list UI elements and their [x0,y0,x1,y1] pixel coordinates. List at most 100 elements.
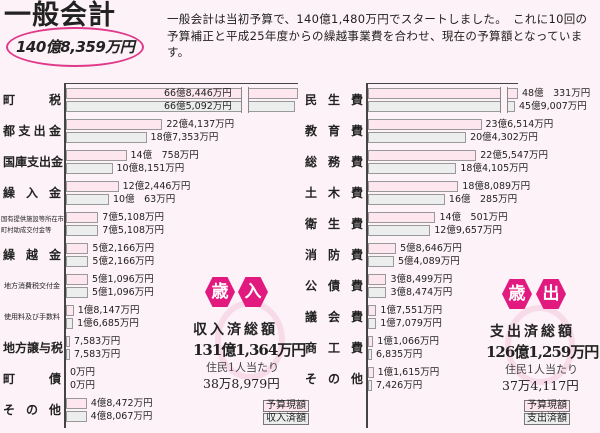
expenditure-per-label: 住民1人当たり [505,363,578,376]
bar-actual [368,225,431,236]
bar-budget [66,398,87,409]
value-label: 6,835万円 [376,349,423,360]
value-label: 5億2,166万円 [92,243,155,254]
bar-actual [368,194,445,205]
category-label: その他 [305,372,375,386]
bar-actual [66,194,110,205]
value-label: 1億8,147万円 [77,305,140,316]
legend-spent: 支出済額 [524,413,570,425]
value-label: 5億8,646万円 [400,243,462,254]
value-label: 22億4,137万円 [166,119,235,130]
expenditure-per-amount: 37万4,117円 [502,378,579,393]
value-label: 1億7,079万円 [380,318,442,329]
category-label: 都支出金 [3,124,65,138]
badge-sai: 歳 [205,277,235,307]
value-label: 7,426万円 [376,380,423,391]
category-label: 地方譲与税 [3,341,64,355]
bar-budget [368,212,436,223]
value-label: 5億4,089万円 [397,256,460,267]
value-label: 14億 501万円 [439,212,508,223]
value-label: 1億1,615万円 [377,367,440,378]
total-amount: 140億8,359万円 [16,38,135,56]
value-label: 23億6,514万円 [485,119,554,130]
bar-budget [368,88,518,99]
bar-actual [368,380,372,391]
bar-budget [66,274,88,285]
value-label: 20億4,302万円 [470,132,538,143]
category-label: 公債費 [305,279,375,293]
category-label: 繰入金 [3,186,73,200]
bar-budget [368,150,477,161]
bar-actual [368,318,377,329]
value-label: 18億8,089万円 [462,181,531,192]
category-label: 議会費 [305,310,375,324]
value-label: 4億8,472万円 [90,398,153,409]
value-label: 5億2,166万円 [92,256,155,267]
bar-budget [368,119,482,130]
bar-actual [368,287,387,298]
legend-budget: 予算現額 [263,400,309,412]
bar-actual [368,132,467,143]
value-label: 12億9,657万円 [434,225,503,236]
intro-text: 一般会計は当初予算で、140億1,480万円でスタートしました。 これに10回の… [167,12,588,59]
bar-actual [368,163,457,174]
bar-budget [368,181,459,192]
revenue-total-label: 収入済総額 [193,322,278,338]
bar-actual [66,101,295,112]
category-label: 土木費 [305,186,375,200]
bar-budget [368,274,387,285]
value-label: 1億1,066万円 [377,336,440,347]
value-label: 7,583万円 [74,336,121,347]
top-rule [366,83,518,84]
bar-actual [66,256,89,267]
value-label: 7,583万円 [74,349,121,360]
page-title: 一般会計 [4,0,116,31]
bar-actual [66,163,113,174]
value-label: 10億8,151万円 [116,163,185,174]
value-label: 18億4,105万円 [460,163,529,174]
bar-budget [66,88,298,99]
category-label: その他 [3,403,73,417]
bar-budget [66,305,74,316]
value-label: 4億8,067万円 [90,411,153,422]
bar-actual [66,318,74,329]
bar-budget [66,243,89,254]
bar-budget [66,119,163,130]
category-label: 国有提供施設等所在市町村助成交付金等 [1,216,64,234]
revenue-per-amount: 38万8,979円 [203,376,280,391]
axis-break-mark [500,87,508,113]
legend-budget: 予算現額 [524,400,570,412]
bar-actual [368,349,372,360]
axis-line [64,83,66,428]
value-label: 1億7,551万円 [380,305,443,316]
bar-actual [368,256,394,267]
value-label: 22億5,547万円 [480,150,549,161]
bar-actual [368,101,515,112]
value-label: 1億6,685万円 [77,318,139,329]
value-label: 66億8,446万円 [164,88,232,99]
bar-budget [66,336,70,347]
value-label: 5億1,096万円 [91,287,154,298]
revenue-per-label: 住民1人当たり [206,361,279,374]
category-label: 町 税 [3,93,65,107]
category-label: 総務費 [305,155,375,169]
legend-received: 収入済額 [263,413,309,425]
value-label: 3億8,499万円 [390,274,453,285]
category-label: 民生費 [305,93,375,107]
category-label: 消防費 [305,248,375,262]
value-label: 18億7,353万円 [150,132,219,143]
category-label: 地方消費税交付金 [4,282,60,290]
bar-budget [368,243,397,254]
bar-actual [66,349,70,360]
bar-actual [66,287,88,298]
bar-budget [368,305,377,316]
decor-swirl [505,305,575,385]
value-label: 7億5,108万円 [102,212,165,223]
bar-actual [66,132,147,143]
value-label: 10億 63万円 [113,194,176,205]
bar-budget [368,336,374,347]
bar-budget [66,181,119,192]
bar-actual [66,225,99,236]
badge-sai: 歳 [502,279,532,309]
value-label: 7億5,108万円 [102,225,165,236]
